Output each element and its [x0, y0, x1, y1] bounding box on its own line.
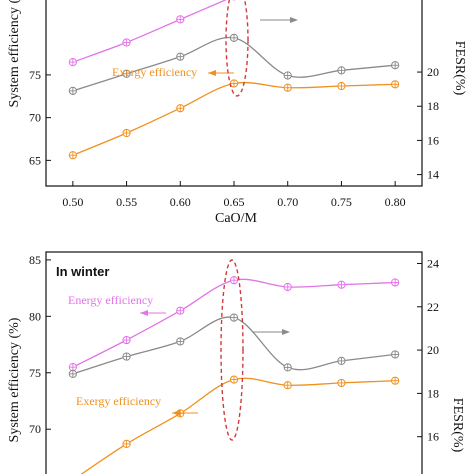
top-left-tick-label: 70	[29, 111, 41, 125]
top-right-tick-label: 16	[427, 133, 439, 147]
top-exergy-point	[283, 83, 292, 92]
bottom-left-tick-label: 85	[29, 253, 41, 267]
bottom-left-tick-label: 75	[29, 366, 41, 380]
bottom-energy-point	[229, 276, 239, 285]
top-exergy-point	[391, 80, 400, 89]
bottom-fesr-point	[122, 352, 131, 361]
top-right-tick-label: 18	[427, 99, 439, 113]
bottom-panel-title: In winter	[56, 264, 109, 279]
top-left-axis-label: System efficiency (%)	[7, 0, 22, 107]
bottom-energy-point	[68, 363, 77, 372]
top-right-axis-label: FESR(%)	[452, 41, 467, 96]
top-x-tick-label: 0.50	[62, 195, 83, 209]
bottom-energy-point	[122, 335, 131, 345]
top-x-tick-label: 0.80	[385, 195, 406, 209]
top-fesr-point	[68, 86, 77, 95]
top-fesr-point	[229, 33, 239, 42]
bottom-exergy-arrowhead	[172, 410, 180, 416]
top-right-tick-label: 20	[427, 65, 439, 79]
top-fesr-point	[337, 66, 346, 75]
bottom-energy-point	[391, 278, 400, 287]
top-energy-point	[176, 15, 185, 24]
top-exergy-point	[337, 81, 346, 91]
bottom-energy-point	[283, 282, 292, 292]
bottom-exergy-line	[80, 377, 396, 474]
bottom-exergy-point	[283, 381, 292, 390]
bottom-exergy-point	[229, 375, 239, 384]
bottom-fesr-point	[283, 363, 292, 372]
bottom-right-tick-label: 22	[427, 300, 439, 314]
top-energy-line	[72, 0, 227, 63]
top-energy-point	[68, 57, 77, 67]
top-exergy-point	[229, 79, 239, 88]
top-energy-point	[122, 38, 131, 47]
bottom-left-tick-label: 80	[29, 309, 41, 323]
top-x-tick-label: 0.70	[277, 195, 298, 209]
bottom-right-tick-label: 16	[427, 430, 439, 444]
bottom-fesr-point	[176, 337, 185, 346]
bottom-energy-annotation: Energy efficiency	[68, 293, 153, 307]
top-x-tick-label: 0.55	[116, 195, 137, 209]
top-left-tick-label: 75	[29, 68, 41, 82]
top-fesr-arrowhead	[290, 17, 298, 23]
bottom-plot-frame	[45, 251, 423, 474]
bottom-exergy-point	[391, 376, 400, 385]
bottom-right-axis-label: FESR(%)	[450, 398, 465, 453]
top-x-axis-label: CaO/M	[215, 211, 258, 226]
top-exergy-line	[72, 81, 396, 156]
top-x-tick-label: 0.75	[331, 195, 352, 209]
bottom-exergy-point	[122, 439, 131, 448]
top-fesr-point	[122, 69, 131, 78]
top-exergy-arrowhead	[208, 70, 216, 76]
bottom-left-axis-label: System efficiency (%)	[7, 317, 22, 442]
bottom-highlight-ellipse	[220, 259, 244, 441]
top-highlight-ellipse	[225, 0, 249, 97]
bottom-fesr-arrowhead	[282, 329, 290, 335]
top-exergy-point	[68, 151, 77, 160]
bottom-fesr-point	[229, 313, 239, 322]
top-chart: 0.50 0.55 0.60 0.65 0.70 0.75 0.80 65 70 75 14 16 18…	[7, 0, 467, 226]
bottom-fesr-point	[337, 356, 346, 366]
bottom-right-tick-label: 20	[427, 343, 439, 357]
top-fesr-point	[283, 71, 292, 80]
bottom-fesr-point	[68, 369, 77, 379]
top-exergy-point	[176, 104, 185, 113]
bottom-energy-point	[337, 280, 346, 289]
top-exergy-annotation: Exergy efficiency	[112, 65, 197, 79]
top-exergy-point	[122, 128, 131, 138]
bottom-energy-point	[176, 306, 185, 315]
bottom-chart: 70758085141618202224 In winter System ef…	[7, 251, 465, 474]
top-x-tick-label: 0.65	[224, 195, 245, 209]
bottom-right-tick-label: 24	[427, 256, 439, 270]
bottom-exergy-point	[337, 378, 346, 388]
bottom-fesr-point	[391, 350, 400, 359]
bottom-right-tick-label: 18	[427, 386, 439, 400]
top-fesr-point	[391, 61, 400, 70]
top-right-tick-label: 14	[427, 168, 439, 182]
bottom-left-tick-label: 70	[29, 422, 41, 436]
bottom-exergy-annotation: Exergy efficiency	[76, 394, 161, 408]
bottom-energy-arrowhead	[140, 310, 148, 316]
bottom-fesr-line	[72, 316, 396, 375]
top-fesr-point	[176, 52, 185, 61]
top-x-tick-label: 0.60	[170, 195, 191, 209]
top-left-tick-label: 65	[29, 153, 41, 167]
